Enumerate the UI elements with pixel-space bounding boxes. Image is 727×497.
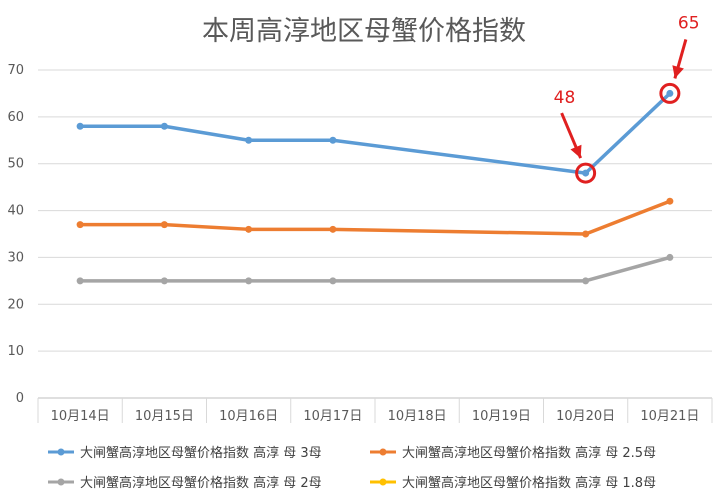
x-tick-label: 10月14日 — [51, 409, 110, 424]
callout-label: 65 — [678, 13, 700, 33]
data-point — [582, 230, 590, 238]
highlight-circle — [659, 82, 681, 104]
x-axis: 10月14日 10月15日 10月16日 10月17日 10月18日 10月19日 10月2… — [37, 397, 713, 424]
series-group — [76, 89, 674, 285]
x-tick-label: 10月16日 — [219, 409, 278, 424]
data-point — [329, 277, 337, 285]
series-line-2 — [78, 199, 672, 236]
callout-arrowhead — [672, 65, 684, 79]
highlight-circle — [575, 162, 597, 184]
data-point — [666, 197, 674, 205]
data-point — [582, 169, 590, 177]
data-point — [245, 277, 253, 285]
legend: 大闸蟹高淳地区母蟹价格指数 高淳 母 3母 大闸蟹高淳地区母蟹价格指数 高淳 母 … — [48, 445, 656, 491]
y-axis: 0 10 20 30 40 50 60 70 — [7, 63, 24, 406]
data-point — [76, 277, 84, 285]
x-tick-label: 10月19日 — [472, 409, 531, 424]
x-tick-label: 10月21日 — [640, 409, 699, 424]
y-tick-label: 60 — [7, 110, 24, 125]
legend-label: 大闸蟹高淳地区母蟹价格指数 高淳 母 1.8母 — [402, 475, 656, 491]
legend-marker — [379, 448, 387, 456]
legend-label: 大闸蟹高淳地区母蟹价格指数 高淳 母 3母 — [80, 445, 322, 461]
data-point — [666, 253, 674, 261]
data-point — [76, 122, 84, 130]
x-tick-label: 10月18日 — [388, 409, 447, 424]
data-point — [160, 122, 168, 130]
legend-marker — [57, 448, 65, 456]
x-tick-label: 10月15日 — [135, 409, 194, 424]
x-tick-label: 10月20日 — [556, 409, 615, 424]
gridlines — [38, 69, 712, 352]
data-point — [666, 89, 674, 97]
series-line-1 — [78, 91, 672, 175]
series-line-3 — [78, 255, 672, 283]
data-point — [329, 225, 337, 233]
data-point — [329, 136, 337, 144]
y-tick-label: 50 — [7, 157, 24, 172]
y-tick-label: 40 — [7, 204, 24, 219]
y-tick-label: 0 — [16, 391, 24, 406]
legend-marker — [379, 478, 387, 486]
y-tick-label: 20 — [7, 297, 24, 312]
data-point — [245, 225, 253, 233]
y-tick-label: 30 — [7, 250, 24, 265]
data-point — [160, 277, 168, 285]
data-point — [160, 221, 168, 229]
legend-label: 大闸蟹高淳地区母蟹价格指数 高淳 母 2.5母 — [402, 445, 656, 461]
x-tick-label: 10月17日 — [303, 409, 362, 424]
data-point — [245, 136, 253, 144]
y-tick-label: 10 — [7, 344, 24, 359]
data-point — [76, 221, 84, 229]
annotations: 48 65 — [554, 13, 700, 184]
legend-label: 大闸蟹高淳地区母蟹价格指数 高淳 母 2母 — [80, 475, 322, 491]
data-point — [582, 277, 590, 285]
legend-marker — [57, 478, 65, 486]
chart-title: 本周高淳地区母蟹价格指数 — [202, 16, 526, 47]
callout-arrowhead — [570, 144, 582, 159]
callout-label: 48 — [554, 88, 576, 108]
y-tick-label: 70 — [7, 63, 24, 78]
